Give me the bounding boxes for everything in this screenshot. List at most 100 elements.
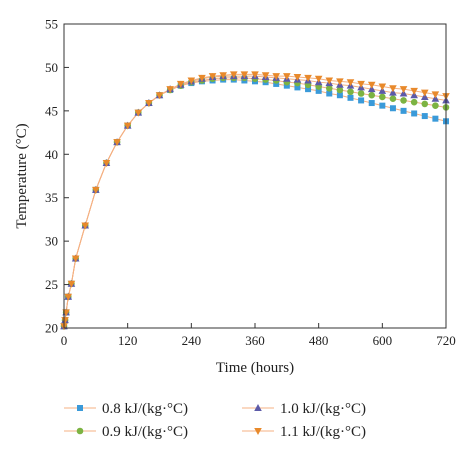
point-s0-25 <box>283 82 290 89</box>
markers-layer <box>60 71 450 331</box>
point-s3-27 <box>304 74 312 82</box>
point-s0-24 <box>273 80 280 87</box>
point-s0-37 <box>411 110 418 117</box>
point-s0-36 <box>400 107 407 114</box>
legend-label-1: 0.9 kJ/(kg·°C) <box>102 424 188 440</box>
point-s3-6 <box>81 222 90 230</box>
legend-marker-1 <box>76 427 84 435</box>
point-s3-19 <box>219 72 227 80</box>
point-s3-32 <box>357 80 365 88</box>
point-s1-38 <box>421 100 429 108</box>
point-s0-30 <box>336 92 343 99</box>
point-s3-29 <box>325 77 334 85</box>
x-tick-label-1: 120 <box>118 333 138 348</box>
y-tick-label-2: 30 <box>45 234 58 249</box>
series-line-3 <box>63 73 447 327</box>
point-s0-35 <box>389 105 396 112</box>
point-s3-26 <box>293 73 302 81</box>
point-s3-7 <box>92 186 100 194</box>
legend-symbol-1 <box>76 427 84 435</box>
point-s0-31 <box>347 94 354 101</box>
y-axis-title: Temperature (°C) <box>14 123 30 228</box>
series-markers-3 <box>60 71 450 331</box>
point-s1-36 <box>400 97 407 104</box>
point-s3-3 <box>64 293 73 301</box>
legend-item-0: 0.8 kJ/(kg·°C) <box>64 401 188 417</box>
point-s1-29 <box>325 84 333 92</box>
point-s3-5 <box>71 255 80 263</box>
point-s3-15 <box>176 80 185 88</box>
point-s3-11 <box>134 109 143 117</box>
point-s3-34 <box>378 83 387 91</box>
series-line-2 <box>63 75 447 327</box>
point-s3-14 <box>166 86 174 94</box>
axis-ticks: 0 120 240 360 480 600 720 20 25 30 35 40 45 50 55 <box>45 17 456 349</box>
series-line-0 <box>63 79 447 327</box>
point-s3-39 <box>431 91 440 99</box>
point-s3-9 <box>113 139 121 147</box>
legend-marker-3 <box>254 428 262 435</box>
point-s0-34 <box>379 102 386 109</box>
point-s0-38 <box>421 113 428 120</box>
point-s3-30 <box>336 78 344 86</box>
point-s3-17 <box>198 74 206 82</box>
plot-frame <box>63 23 447 329</box>
series-markers-0 <box>61 76 449 330</box>
point-s0-33 <box>368 100 375 107</box>
point-s3-10 <box>123 122 132 130</box>
y-tick-label-1: 25 <box>45 277 58 292</box>
point-s3-25 <box>283 73 291 81</box>
point-s3-12 <box>145 100 153 108</box>
legend-symbol-2 <box>254 404 262 411</box>
series-markers-1 <box>60 74 450 330</box>
point-s3-36 <box>399 86 408 94</box>
point-s3-37 <box>410 87 418 95</box>
x-tick-label-2: 240 <box>182 333 202 348</box>
point-s1-37 <box>410 98 418 106</box>
legend-label-0: 0.8 kJ/(kg·°C) <box>102 401 188 417</box>
legend-symbol-3 <box>254 428 262 435</box>
point-s1-34 <box>379 93 386 101</box>
y-tick-label-5: 45 <box>45 103 58 118</box>
legend-item-1: 0.9 kJ/(kg·°C) <box>64 424 188 440</box>
legend-symbol-0 <box>77 405 83 411</box>
series-line-1 <box>63 77 447 327</box>
point-s3-21 <box>240 71 249 79</box>
legend-label-2: 1.0 kJ/(kg·°C) <box>280 401 366 417</box>
legend-item-2: 1.0 kJ/(kg·°C) <box>242 401 366 417</box>
y-tick-label-7: 55 <box>45 17 58 32</box>
point-s3-18 <box>208 73 217 81</box>
point-s1-39 <box>432 102 439 109</box>
x-tick-label-3: 360 <box>245 333 265 348</box>
point-s0-29 <box>326 90 333 97</box>
y-tick-label-0: 20 <box>45 321 58 336</box>
x-axis-title: Time (hours) <box>216 360 294 376</box>
point-s3-13 <box>155 92 164 100</box>
point-s0-32 <box>358 97 365 104</box>
point-s3-38 <box>420 89 429 97</box>
point-s3-16 <box>187 77 196 85</box>
point-s0-27 <box>305 86 312 93</box>
point-s3-1 <box>61 317 69 325</box>
point-s1-35 <box>389 95 397 102</box>
point-s1-30 <box>336 86 344 94</box>
y-tick-label-6: 50 <box>45 60 58 75</box>
x-tick-label-4: 480 <box>309 333 329 348</box>
point-s3-24 <box>272 73 281 81</box>
legend-marker-0 <box>77 405 83 411</box>
legend: 0.8 kJ/(kg·°C) 0.9 kJ/(kg·°C) 1.0 kJ/(kg… <box>64 401 366 440</box>
point-s1-32 <box>357 90 365 97</box>
legend-item-3: 1.1 kJ/(kg·°C) <box>242 424 366 440</box>
y-tick-label-4: 40 <box>45 147 58 162</box>
point-s0-26 <box>294 84 301 91</box>
point-s3-20 <box>229 71 238 79</box>
fit-curve-layer <box>63 73 447 327</box>
point-s0-28 <box>315 87 322 94</box>
point-s3-4 <box>67 280 76 288</box>
x-tick-label-5: 600 <box>373 333 393 348</box>
point-s1-33 <box>368 91 376 99</box>
point-s0-39 <box>432 115 439 122</box>
x-tick-label-0: 0 <box>61 333 68 348</box>
y-tick-label-3: 35 <box>45 190 58 205</box>
